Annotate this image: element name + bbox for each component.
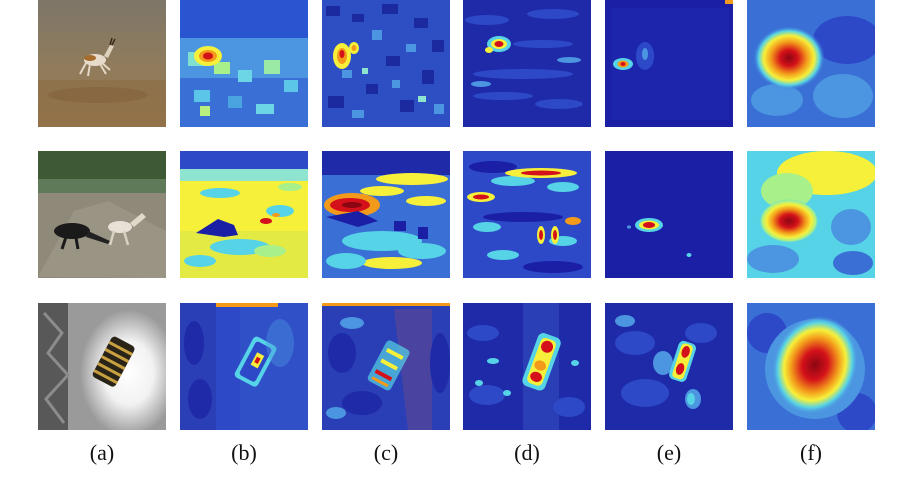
caption-a: (a) — [89, 440, 115, 465]
row1-map-b — [180, 0, 308, 127]
row3-map-d — [463, 303, 591, 430]
anteater-figure — [54, 223, 110, 250]
row3-map-f — [747, 303, 875, 430]
row1-map-f — [747, 0, 875, 127]
object-figure — [92, 336, 135, 387]
row2-map-c — [322, 151, 450, 278]
row3-map-c — [322, 303, 450, 430]
gazelle-figure — [79, 37, 116, 77]
row3-input-image — [38, 303, 166, 430]
row3-map-e — [605, 303, 733, 430]
dog-figure — [108, 213, 146, 246]
row2-input-image — [38, 151, 166, 278]
row1-map-e — [605, 0, 733, 127]
row1-input-image — [38, 0, 166, 127]
row1-map-d — [463, 0, 591, 127]
row2-map-f — [747, 151, 875, 278]
caption-d: (d) — [514, 440, 540, 465]
row2-map-d — [463, 151, 591, 278]
caption-e: (e) — [656, 440, 682, 465]
row2-map-e — [605, 151, 733, 278]
row2-map-b — [180, 151, 308, 278]
caption-b: (b) — [231, 440, 257, 465]
row1-map-c — [322, 0, 450, 127]
row3-map-b — [180, 303, 308, 430]
caption-f: (f) — [800, 440, 822, 465]
caption-c: (c) — [373, 440, 399, 465]
